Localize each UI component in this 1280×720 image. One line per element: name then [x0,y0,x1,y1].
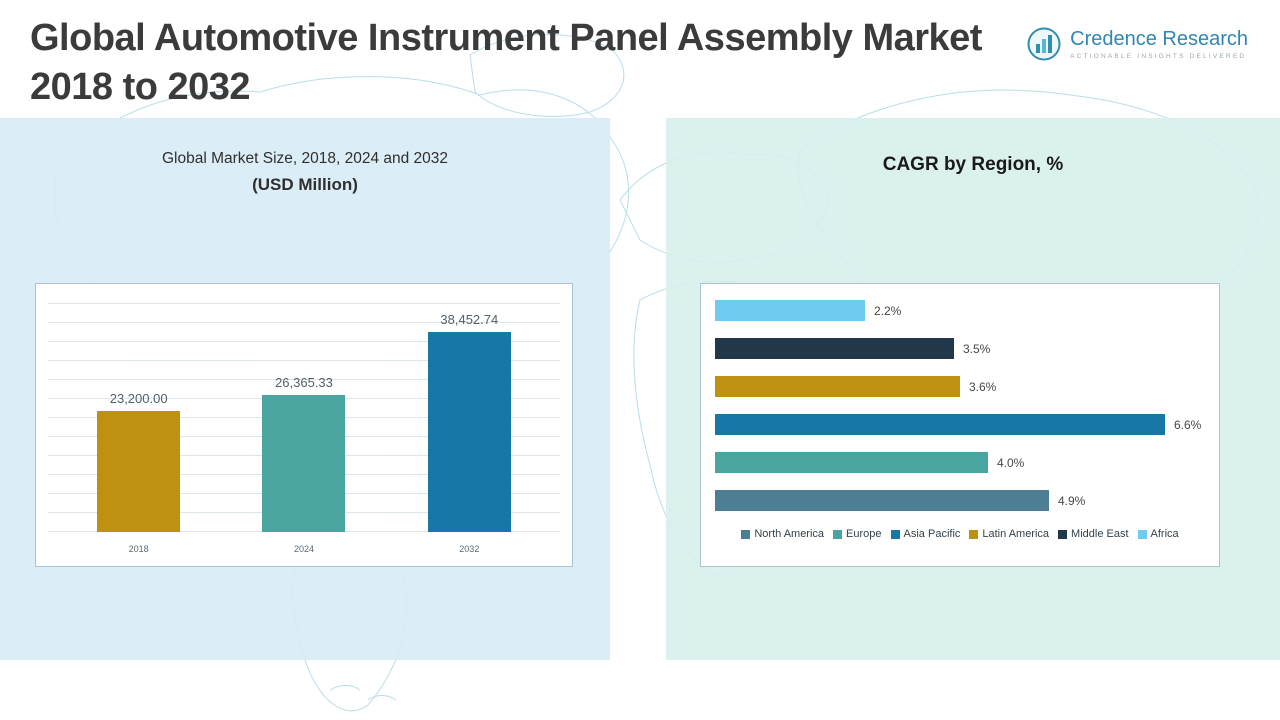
bar-column: 23,200.00 2018 [97,391,181,558]
bar-row: 3.5% [715,338,1205,359]
bar [97,411,181,532]
page-title: Global Automotive Instrument Panel Assem… [30,17,982,108]
legend-item: North America [741,528,824,540]
cagr-plot: 2.2% 3.5% 3.6% 6.6% 4.0% 4.9% [715,300,1205,511]
bar-row: 3.6% [715,376,1205,397]
bar [715,376,960,397]
cagr-panel: CAGR by Region, % 2.2% 3.5% 3.6% 6.6% 4.0% 4.… [666,118,1280,660]
cagr-legend: North America Europe Asia Pacific Latin Ame… [715,528,1205,540]
bar-column: 26,365.33 2024 [262,375,346,558]
bar [715,300,865,321]
legend-label: Africa [1150,528,1179,540]
legend-item: Africa [1137,528,1179,540]
market-size-title-line1: Global Market Size, 2018, 2024 and 2032 [161,150,449,167]
bar-value-label: 26,365.33 [275,375,333,390]
bar [715,452,988,473]
credence-logo: Credence Research Actionable Insights De… [1026,26,1248,62]
market-size-title-line2: (USD Million) [252,175,358,194]
bar [427,332,511,532]
legend-label: Middle East [1071,528,1129,540]
bar-value-label: 38,452.74 [440,312,499,327]
legend-label: North America [754,528,825,540]
bar-value-label: 4.9% [1058,493,1086,508]
bar-value-label: 6.6% [1174,417,1202,432]
bar-row: 6.6% [715,414,1205,435]
bar-value-label: 3.6% [969,379,997,394]
bar-value-label: 4.0% [997,455,1025,470]
cagr-chart-title: CAGR by Region, % [882,154,1064,175]
bar-value-label: 2.2% [874,303,902,318]
legend-label: Europe [846,528,882,540]
bar [715,414,1165,435]
legend-swatch [890,529,900,539]
logo-name: Credence Research [1070,28,1248,50]
market-size-panel: Global Market Size, 2018, 2024 and 2032 … [0,118,610,660]
credence-logo-icon [1027,27,1061,61]
legend-swatch [1058,529,1068,539]
bar-value-label: 23,200.00 [109,391,168,406]
legend-item: Europe [833,528,882,540]
x-tick-label: 2032 [459,544,480,554]
bar-column: 38,452.74 2032 [427,312,511,558]
legend-swatch [741,529,751,539]
legend-label: Latin America [982,528,1050,540]
legend-item: Middle East [1058,528,1129,540]
market-size-plot: 23,200.00 2018 26,365.33 2024 38,452.74 2032 [36,284,572,566]
bar-row: 2.2% [715,300,1205,321]
bar-value-label: 3.5% [963,341,991,356]
logo-tagline: Actionable Insights Delivered [1070,53,1247,60]
bar [715,490,1049,511]
bar [715,338,954,359]
x-tick-label: 2018 [128,544,149,554]
legend-swatch [1137,529,1147,539]
market-size-chart: 23,200.00 2018 26,365.33 2024 38,452.74 2032 [35,283,573,567]
credence-logo-text: Credence Research Actionable Insights De… [1070,28,1248,60]
x-tick-label: 2024 [293,544,314,554]
legend-swatch [969,529,979,539]
legend-label: Asia Pacific [903,528,961,540]
bar-row: 4.0% [715,452,1205,473]
legend-swatch [833,529,843,539]
bar-row: 4.9% [715,490,1205,511]
market-size-chart-title: Global Market Size, 2018, 2024 and 2032 … [0,150,610,195]
legend-item: Latin America [969,528,1049,540]
legend-item: Asia Pacific [890,528,961,540]
cagr-chart: 2.2% 3.5% 3.6% 6.6% 4.0% 4.9% North America Eu… [700,283,1220,567]
bar [262,395,346,532]
